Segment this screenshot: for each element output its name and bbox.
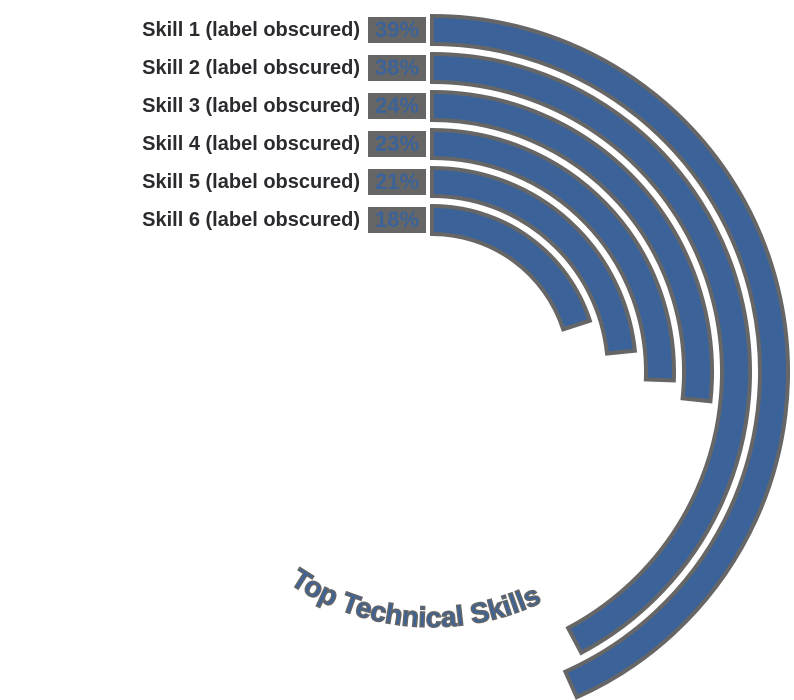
radial-bar — [430, 203, 593, 332]
radial-bar — [430, 165, 638, 356]
radial-bar — [430, 89, 714, 404]
value-label: 38% — [368, 55, 426, 81]
category-label: Skill 2 (label obscured) — [142, 57, 360, 79]
category-label: Skill 3 (label obscured) — [142, 95, 360, 117]
value-label: 39% — [368, 17, 426, 43]
value-label: 24% — [368, 93, 426, 119]
category-label: Skill 5 (label obscured) — [142, 171, 360, 193]
radial-bar — [430, 127, 676, 383]
category-label: Skill 4 (label obscured) — [142, 133, 360, 155]
category-label: Skill 6 (label obscured) — [142, 209, 360, 231]
chart-title: Top Technical Skills — [286, 562, 545, 633]
value-label: 18% — [368, 207, 426, 233]
value-label: 23% — [368, 131, 426, 157]
radial-bar — [430, 13, 790, 700]
radial-bars — [430, 13, 790, 700]
radial-bar — [430, 51, 752, 656]
value-label: 21% — [368, 169, 426, 195]
category-label: Skill 1 (label obscured) — [142, 19, 360, 41]
